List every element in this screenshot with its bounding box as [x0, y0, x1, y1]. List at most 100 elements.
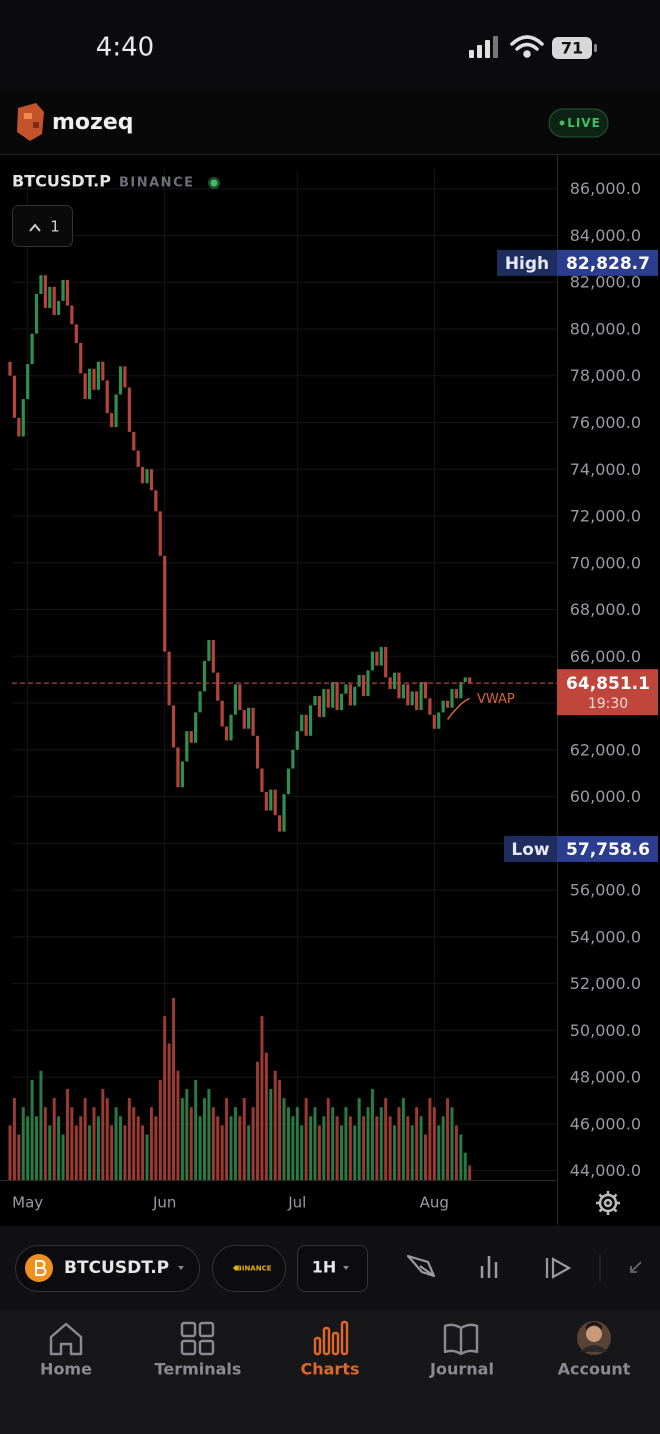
volume-bar — [269, 1089, 273, 1180]
candle-body — [317, 696, 321, 718]
y-tick-label: 56,000.0 — [570, 881, 641, 900]
candle-body — [118, 366, 123, 395]
volume-bar — [30, 1079, 34, 1180]
y-tick-label: 66,000.0 — [570, 647, 641, 666]
volume-bar — [437, 1125, 441, 1180]
countdown-label: 19:30 — [588, 696, 628, 712]
settings-icon[interactable] — [596, 1191, 620, 1215]
candle-body — [158, 511, 162, 556]
home-icon[interactable] — [49, 1322, 83, 1356]
exchange-picker[interactable] — [212, 1245, 286, 1292]
candle-body — [70, 305, 74, 325]
volume-bar — [96, 1116, 100, 1180]
volume-bar — [43, 1107, 47, 1180]
symbol-picker[interactable] — [15, 1245, 200, 1292]
candle-body — [362, 675, 366, 697]
volume-bar — [353, 1125, 357, 1180]
collapse-icon[interactable] — [630, 1261, 642, 1273]
y-tick-label: 78,000.0 — [570, 366, 641, 385]
volume-bar — [154, 1116, 158, 1180]
status-dot — [210, 179, 218, 187]
candle-body — [17, 417, 21, 437]
toolbar-exchange: BINANCE — [237, 1265, 272, 1273]
volume-bar — [295, 1107, 299, 1180]
journal-icon[interactable] — [443, 1323, 479, 1356]
volume-bar — [207, 1089, 211, 1180]
volume-bar — [264, 1052, 268, 1180]
volume-bar — [362, 1116, 366, 1180]
high-name-box — [497, 249, 557, 276]
nav-label[interactable]: Home — [40, 1360, 92, 1379]
draw-tool-icon[interactable] — [406, 1254, 436, 1278]
volume-bar — [70, 1107, 74, 1180]
high-value: 82,828.7 — [566, 254, 650, 274]
volume-bar — [446, 1098, 450, 1180]
volume-bar — [463, 1152, 467, 1180]
nav-label[interactable]: Terminals — [155, 1360, 242, 1379]
account-avatar[interactable] — [577, 1321, 611, 1355]
y-tick-label: 48,000.0 — [570, 1068, 641, 1087]
terminals-icon[interactable] — [180, 1321, 215, 1356]
y-tick-label: 68,000.0 — [570, 600, 641, 619]
volume-bar — [225, 1098, 229, 1180]
volume-bar — [176, 1070, 180, 1180]
y-tick-label: 80,000.0 — [570, 319, 641, 338]
low-value-box — [557, 835, 658, 862]
y-tick-label: 60,000.0 — [570, 787, 641, 806]
nav-label[interactable]: Charts — [301, 1360, 360, 1379]
candle-body — [83, 373, 87, 400]
candle-body — [224, 726, 229, 741]
candle-body — [185, 731, 189, 762]
volume-bar — [335, 1116, 339, 1180]
volume-bar — [35, 1116, 39, 1180]
candle-body — [308, 705, 313, 736]
volume-bar — [145, 1134, 149, 1180]
signal-icon — [469, 36, 498, 58]
candle-body — [375, 651, 379, 666]
y-tick-label: 70,000.0 — [570, 553, 641, 572]
low-value: 57,758.6 — [566, 840, 650, 860]
volume-bar — [101, 1089, 105, 1180]
nav-label[interactable]: Account — [558, 1360, 631, 1379]
volume-bar — [370, 1089, 374, 1180]
volume-bar — [127, 1098, 131, 1180]
indicator-toggle[interactable] — [12, 205, 73, 247]
candle-body — [331, 682, 335, 708]
interval-picker[interactable] — [297, 1245, 368, 1292]
candle-body — [392, 672, 397, 690]
nav-label[interactable]: Journal — [429, 1360, 494, 1379]
volume-bar — [441, 1116, 445, 1180]
volume-bar — [114, 1107, 118, 1180]
candle-body — [260, 768, 264, 792]
volume-bar — [286, 1107, 290, 1180]
candle-body — [39, 275, 43, 294]
volume-bar — [397, 1107, 401, 1180]
candle-body — [353, 686, 357, 706]
battery-tip — [594, 44, 597, 52]
volume-bar — [357, 1098, 361, 1180]
volume-bar — [247, 1125, 251, 1180]
volume-bar — [242, 1098, 246, 1180]
volume-bar — [48, 1125, 52, 1180]
volume-bar — [12, 1098, 16, 1180]
low-name: Low — [511, 840, 550, 860]
volume-bar — [313, 1107, 317, 1180]
candle-body — [171, 705, 176, 748]
volume-bar — [194, 1079, 198, 1180]
candle-body — [34, 293, 39, 334]
volume-bar — [450, 1107, 454, 1180]
volume-bar — [317, 1125, 321, 1180]
last-price-box — [557, 669, 658, 716]
volume-bar — [132, 1107, 136, 1180]
candle-body — [101, 361, 105, 381]
replay-icon[interactable] — [545, 1257, 572, 1279]
volume-bar — [233, 1107, 237, 1180]
candle-body — [65, 279, 70, 306]
x-tick-label: Jul — [287, 1194, 306, 1212]
candle-body — [92, 368, 96, 390]
brand-name: mozeq — [52, 110, 134, 135]
charts-icon[interactable] — [313, 1320, 349, 1356]
volume-bar — [410, 1125, 414, 1180]
candle-body — [242, 710, 246, 729]
indicators-icon[interactable] — [480, 1256, 498, 1278]
